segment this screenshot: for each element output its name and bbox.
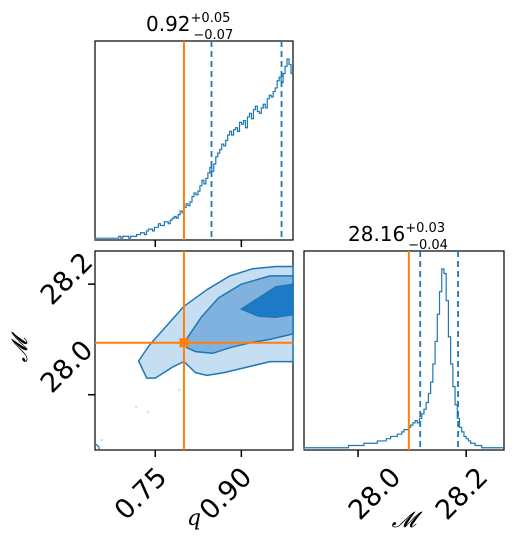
x-axis-label-q: q (187, 506, 201, 531)
y-axis-label-mc: 𝓜 (8, 331, 33, 362)
outlier-point (178, 389, 181, 392)
outlier-point (135, 405, 138, 408)
q-marginal-title: 0.92+0.05 −0.07 (146, 11, 233, 43)
x-tick-label-0-90: 0.90 (194, 462, 258, 526)
guide-lines (95, 41, 459, 450)
y-tick-label-28-0: 28.0 (35, 335, 99, 399)
joint-contours (94, 265, 294, 451)
q-histogram-step (94, 58, 293, 240)
contour-inner (240, 283, 294, 319)
outlier-point (146, 411, 149, 414)
mc-histogram-step (303, 268, 504, 450)
mc-histogram (303, 268, 504, 450)
x-tick-label-0-75: 0.75 (109, 462, 173, 526)
edge-contour-fragment (94, 443, 100, 451)
tick-marks (88, 240, 467, 457)
mc-marginal-title: 28.16+0.03 −0.04 (348, 221, 448, 253)
q-histogram (94, 58, 293, 240)
mc-x-tick-label-28-2: 28.2 (430, 462, 494, 526)
mc-x-axis-label: 𝓜 (392, 508, 423, 533)
outlier-point (100, 438, 103, 441)
q-marginal-frame (94, 40, 294, 241)
truth-point-marker (179, 338, 189, 348)
mc-marginal-frame (303, 250, 505, 451)
y-tick-label-28-2: 28.2 (35, 247, 99, 311)
